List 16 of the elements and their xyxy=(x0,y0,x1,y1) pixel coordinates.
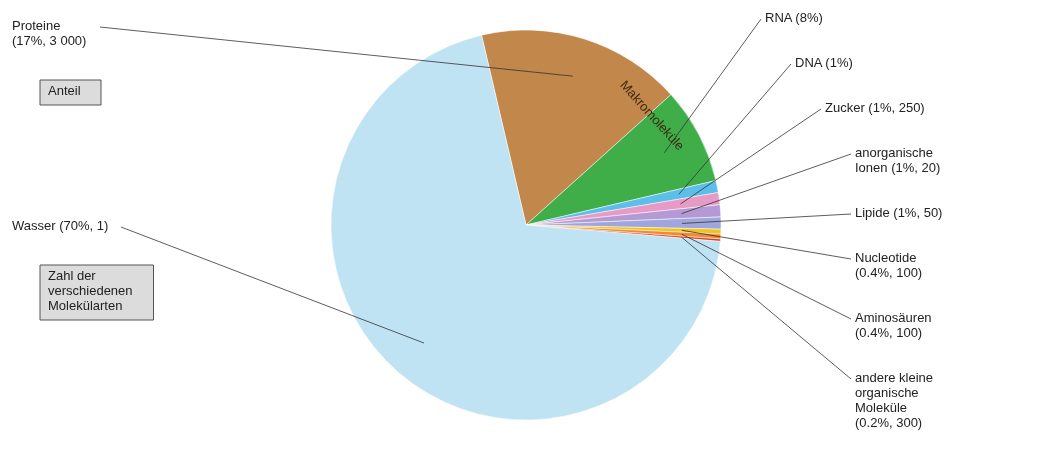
text: Zahl der verschiedenen Molekülarten xyxy=(48,268,133,313)
slice-label: Aminosäuren xyxy=(855,310,932,325)
slice-label: Proteine xyxy=(12,18,61,33)
slice-label: DNA (1%) xyxy=(795,55,853,70)
slice-label: RNA (8%) xyxy=(765,10,823,25)
slice-label: Nucleotide xyxy=(855,250,917,265)
slice-label: anorganische Ionen (1%, 20) xyxy=(855,145,941,175)
slice-label: Zucker (1%, 250) xyxy=(825,100,925,115)
data-label: (0.4%, 100) xyxy=(855,325,923,340)
data-label: (0.2%, 300) xyxy=(855,415,923,430)
slice-label: Lipide (1%, 50) xyxy=(855,205,943,220)
slice-label: Wasser (70%, 1) xyxy=(12,218,109,233)
text: Anteil xyxy=(48,83,81,98)
slice-label: andere kleine organische Moleküle xyxy=(855,370,934,415)
data-label: (0.4%, 100) xyxy=(855,265,923,280)
data-label: (17%, 3 000) xyxy=(12,33,87,48)
